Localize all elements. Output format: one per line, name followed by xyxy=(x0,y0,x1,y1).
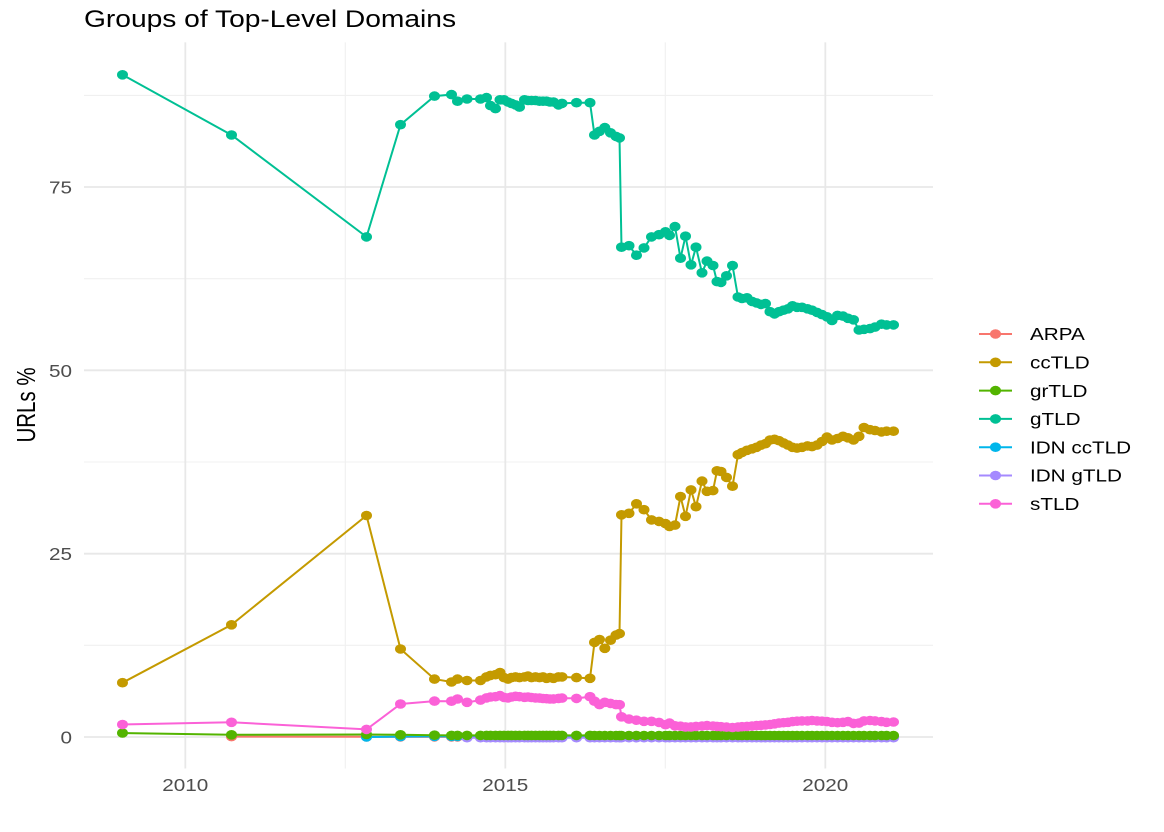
svg-text:75: 75 xyxy=(49,178,72,198)
svg-text:IDN gTLD: IDN gTLD xyxy=(1030,466,1122,486)
svg-text:0: 0 xyxy=(60,728,72,748)
svg-text:ccTLD: ccTLD xyxy=(1030,353,1090,373)
svg-text:2020: 2020 xyxy=(802,775,848,795)
svg-text:IDN ccTLD: IDN ccTLD xyxy=(1030,438,1131,458)
svg-text:2015: 2015 xyxy=(482,775,528,795)
svg-text:gTLD: gTLD xyxy=(1030,409,1081,429)
svg-text:grTLD: grTLD xyxy=(1030,381,1087,401)
svg-text:Groups of Top-Level Domains: Groups of Top-Level Domains xyxy=(84,5,456,33)
svg-text:25: 25 xyxy=(49,544,72,564)
svg-text:sTLD: sTLD xyxy=(1030,494,1079,514)
svg-text:50: 50 xyxy=(49,361,72,381)
svg-text:URLs %: URLs % xyxy=(12,367,41,442)
svg-text:ARPA: ARPA xyxy=(1030,324,1085,344)
svg-text:2010: 2010 xyxy=(162,775,208,795)
